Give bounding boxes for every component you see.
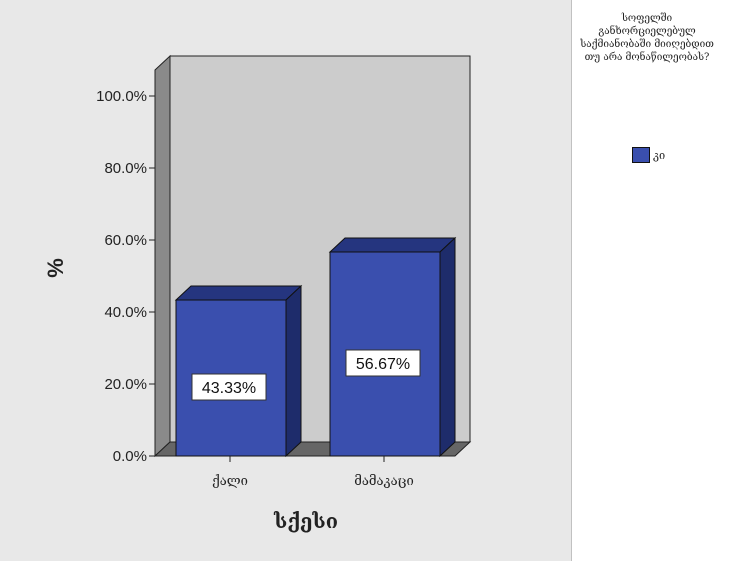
y-axis-title: % <box>43 258 68 278</box>
side-wall <box>154 54 171 458</box>
legend-background <box>572 0 732 561</box>
y-tick-label: 80.0% <box>104 160 147 177</box>
data-label: 56.67% <box>356 356 410 373</box>
data-label: 43.33% <box>202 380 256 397</box>
y-tick-label: 20.0% <box>104 376 147 393</box>
legend-label: კი <box>653 148 666 162</box>
data-label-box <box>191 373 267 401</box>
legend-item: კი <box>632 146 665 164</box>
y-tick-label: 40.0% <box>104 304 147 321</box>
bar-top-face <box>174 285 303 301</box>
x-axis-title: სქესი <box>273 509 338 533</box>
y-tick-label: 100.0% <box>96 88 147 105</box>
x-tick-label: ქალი <box>212 474 248 489</box>
data-label-box <box>345 349 421 377</box>
bar-top-face <box>328 237 457 253</box>
legend-title: სოფელში განხორციელებულ საქმიანობაში მიიღ… <box>580 13 714 63</box>
bar-side-face <box>285 284 302 458</box>
legend-swatch <box>632 147 650 163</box>
y-tick-label: 0.0% <box>113 448 147 465</box>
bar-side-face <box>439 236 456 458</box>
y-tick-label: 60.0% <box>104 232 147 249</box>
x-tick-label: მამაკაცი <box>354 474 413 489</box>
